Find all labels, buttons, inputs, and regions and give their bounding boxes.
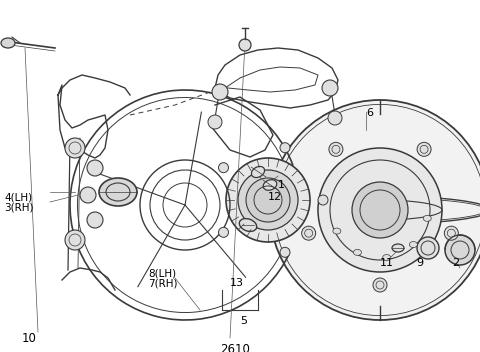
Text: 13: 13 bbox=[230, 278, 244, 288]
Circle shape bbox=[218, 227, 228, 237]
Circle shape bbox=[322, 80, 338, 96]
Circle shape bbox=[318, 148, 442, 272]
Circle shape bbox=[318, 195, 328, 205]
Ellipse shape bbox=[392, 244, 404, 252]
Circle shape bbox=[246, 178, 290, 222]
Circle shape bbox=[280, 247, 290, 257]
Circle shape bbox=[328, 111, 342, 125]
Text: 2610: 2610 bbox=[220, 343, 250, 352]
Ellipse shape bbox=[333, 228, 341, 234]
Circle shape bbox=[270, 100, 480, 320]
Circle shape bbox=[65, 230, 85, 250]
Circle shape bbox=[218, 163, 228, 173]
Circle shape bbox=[87, 212, 103, 228]
Circle shape bbox=[280, 143, 290, 153]
Ellipse shape bbox=[240, 219, 257, 231]
Ellipse shape bbox=[383, 254, 391, 260]
Text: 10: 10 bbox=[22, 332, 37, 345]
Ellipse shape bbox=[409, 241, 417, 247]
Ellipse shape bbox=[99, 178, 137, 206]
Ellipse shape bbox=[1, 38, 15, 48]
Ellipse shape bbox=[252, 166, 264, 177]
Text: 6: 6 bbox=[366, 108, 373, 118]
Text: 12: 12 bbox=[268, 192, 282, 202]
Text: 11: 11 bbox=[380, 258, 394, 268]
Text: 4(LH): 4(LH) bbox=[4, 192, 32, 202]
Ellipse shape bbox=[263, 180, 277, 190]
Circle shape bbox=[373, 278, 387, 292]
Circle shape bbox=[329, 142, 343, 156]
Circle shape bbox=[352, 182, 408, 238]
Text: 2: 2 bbox=[452, 258, 459, 268]
Text: 5: 5 bbox=[240, 316, 247, 326]
Circle shape bbox=[417, 237, 439, 259]
Text: 7(RH): 7(RH) bbox=[148, 278, 178, 288]
Ellipse shape bbox=[423, 215, 431, 221]
Circle shape bbox=[301, 226, 316, 240]
Circle shape bbox=[445, 235, 475, 265]
Circle shape bbox=[226, 158, 310, 242]
Ellipse shape bbox=[353, 249, 361, 256]
Circle shape bbox=[208, 115, 222, 129]
Circle shape bbox=[417, 142, 431, 156]
Circle shape bbox=[239, 39, 251, 51]
Circle shape bbox=[65, 138, 85, 158]
Circle shape bbox=[80, 187, 96, 203]
Circle shape bbox=[238, 170, 298, 230]
Text: 8(LH): 8(LH) bbox=[148, 268, 176, 278]
Text: 1: 1 bbox=[278, 180, 285, 190]
Circle shape bbox=[444, 226, 458, 240]
Text: 9: 9 bbox=[416, 258, 423, 268]
Circle shape bbox=[212, 84, 228, 100]
Circle shape bbox=[87, 160, 103, 176]
Text: 3(RH): 3(RH) bbox=[4, 202, 34, 212]
